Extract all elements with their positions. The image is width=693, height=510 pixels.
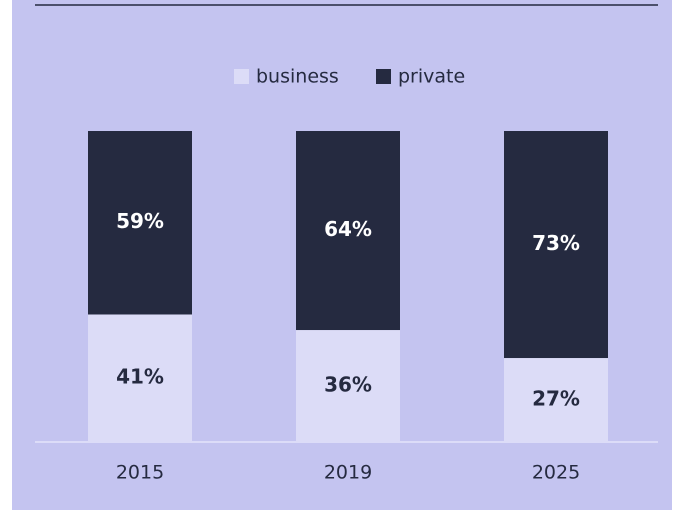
- value-label: 64%: [324, 217, 372, 241]
- value-label: 27%: [532, 387, 580, 411]
- value-label: 41%: [116, 365, 164, 389]
- legend-swatch: [234, 69, 249, 84]
- value-label: 59%: [116, 209, 164, 233]
- bar-segment: [88, 131, 192, 315]
- bar-segment: [296, 131, 400, 331]
- x-tick-label: 2025: [532, 462, 580, 484]
- value-label: 73%: [532, 231, 580, 255]
- bar-segment: [296, 330, 400, 442]
- bar-segment: [88, 314, 192, 442]
- x-tick-label: 2015: [116, 462, 164, 484]
- bar-segment: [504, 131, 608, 359]
- value-label: 36%: [324, 373, 372, 397]
- legend-label: private: [398, 66, 465, 88]
- bar-segment: [504, 358, 608, 442]
- x-tick-label: 2019: [324, 462, 372, 484]
- legend-swatch: [376, 69, 391, 84]
- legend-label: business: [256, 66, 339, 88]
